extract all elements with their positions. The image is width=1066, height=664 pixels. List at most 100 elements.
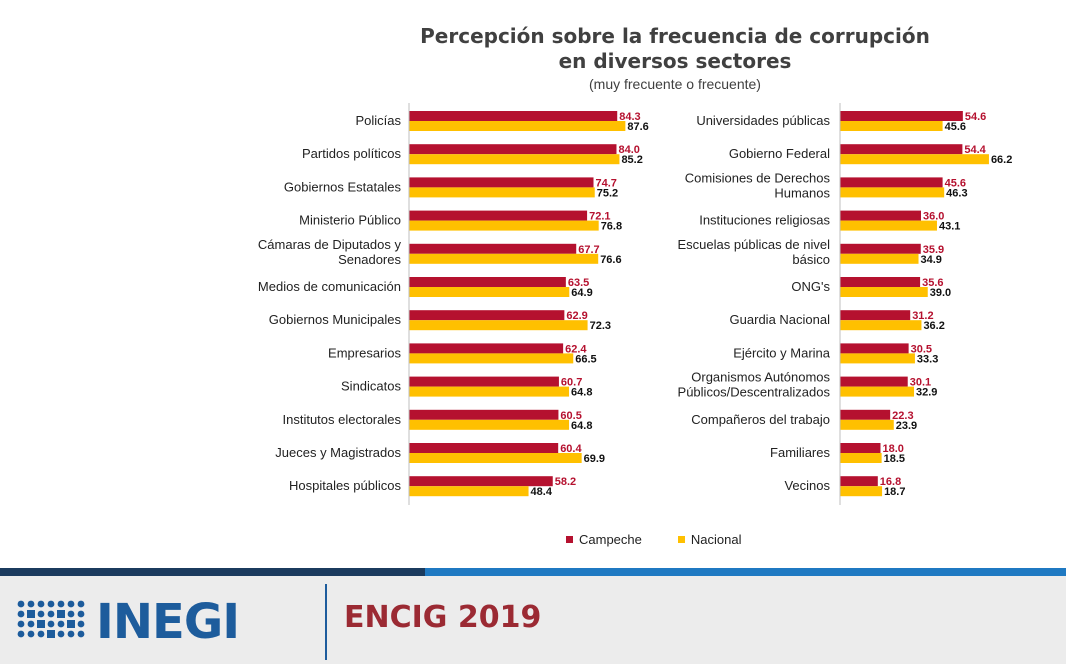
data-label-nacional: 43.1 [939, 221, 960, 233]
bar-campeche [840, 343, 909, 354]
bar-nacional [409, 486, 529, 497]
data-label-campeche: 45.6 [945, 177, 966, 189]
bar-campeche [840, 243, 921, 254]
data-label-nacional: 18.5 [884, 453, 905, 465]
data-label-campeche: 30.5 [911, 343, 932, 355]
data-label-campeche: 72.1 [589, 211, 610, 223]
category-label: Comisiones de Derechos Humanos [685, 170, 831, 200]
data-label-campeche: 54.4 [964, 144, 986, 156]
bar-nacional [840, 453, 882, 463]
bar-campeche [409, 277, 566, 287]
category-label: Empresarios [328, 345, 401, 360]
data-label-campeche: 58.2 [555, 476, 576, 488]
data-label-campeche: 54.6 [965, 111, 986, 123]
data-label-campeche: 30.1 [910, 377, 931, 389]
category-label: Ministerio Público [299, 213, 401, 228]
data-label-nacional: 75.2 [597, 187, 618, 199]
bar-nacional [840, 353, 915, 364]
category-label: Universidades públicas [696, 113, 830, 128]
data-label-nacional: 48.4 [531, 486, 553, 498]
data-label-nacional: 76.8 [601, 221, 622, 233]
legend: Campeche Nacional [566, 532, 777, 547]
bar-nacional [409, 353, 574, 364]
category-label: Policías [355, 113, 401, 128]
footer-band-dark [0, 568, 425, 576]
data-label-campeche: 35.6 [922, 277, 943, 289]
survey-name: ENCIG 2019 [344, 600, 542, 635]
data-label-nacional: 34.9 [921, 254, 942, 266]
data-label-campeche: 67.7 [578, 244, 599, 256]
bar-nacional [409, 253, 599, 264]
data-label-campeche: 84.3 [619, 111, 640, 123]
bar-nacional [840, 320, 922, 331]
chart-subtitle: (muy frecuente o frecuente) [589, 76, 761, 92]
data-label-nacional: 23.9 [896, 420, 917, 432]
data-label-nacional: 76.6 [600, 254, 621, 266]
legend-swatch-campeche [566, 536, 573, 543]
bar-campeche [409, 210, 588, 221]
bar-nacional [840, 154, 989, 165]
legend-item-campeche: Campeche [566, 532, 642, 547]
bar-nacional [840, 486, 883, 497]
bar-campeche [409, 376, 559, 387]
data-label-nacional: 72.3 [590, 320, 611, 332]
data-label-nacional: 18.7 [884, 486, 905, 498]
data-label-nacional: 39.0 [930, 287, 951, 299]
data-label-nacional: 66.2 [991, 154, 1012, 166]
category-label: Hospitales públicos [289, 478, 402, 493]
bar-nacional [409, 386, 570, 397]
footer-divider [325, 584, 327, 660]
data-label-campeche: 35.9 [923, 244, 944, 256]
category-label: Organismos Autónomos Públicos/Descentrali… [678, 370, 831, 400]
category-label: Sindicatos [341, 379, 401, 394]
category-label: Gobiernos Estatales [284, 179, 402, 194]
category-label: Ejército y Marina [733, 345, 831, 360]
bar-nacional [840, 220, 937, 231]
footer [0, 576, 1066, 664]
data-label-campeche: 62.9 [566, 310, 587, 322]
category-label: ONG's [791, 279, 830, 294]
bar-nacional [409, 419, 570, 430]
bar-nacional [840, 287, 928, 297]
category-label: Familiares [770, 445, 830, 460]
bar-campeche [409, 310, 565, 321]
category-label: Partidos políticos [302, 146, 401, 161]
chart-title: Percepción sobre la frecuencia de corrup… [0, 24, 1066, 74]
data-label-campeche: 60.7 [561, 377, 582, 389]
data-label-nacional: 33.3 [917, 353, 938, 365]
legend-label-campeche: Campeche [579, 532, 642, 547]
data-label-nacional: 36.2 [923, 320, 944, 332]
bar-campeche [409, 177, 594, 188]
bar-campeche [840, 277, 921, 287]
inegi-wordmark: INEGI [96, 594, 240, 650]
bar-campeche [840, 476, 878, 487]
data-label-campeche: 62.4 [565, 343, 587, 355]
bar-campeche [409, 343, 564, 354]
data-label-nacional: 32.9 [916, 387, 937, 399]
title-line-1: Percepción sobre la frecuencia de corrup… [420, 24, 930, 48]
data-label-campeche: 18.0 [883, 443, 904, 455]
bar-campeche [840, 177, 943, 188]
bar-charts: Policías 84.387.6 Partidos políticos 84.085… [258, 103, 1012, 505]
data-label-campeche: 60.5 [560, 410, 581, 422]
category-label: Escuelas públicas de nivel básico [678, 237, 831, 267]
bar-campeche [840, 111, 963, 121]
category-label: Compañeros del trabajo [691, 412, 830, 427]
data-label-campeche: 60.4 [560, 443, 582, 455]
bar-campeche [840, 376, 908, 387]
legend-swatch-nacional [677, 536, 685, 543]
bar-nacional [409, 287, 570, 297]
bar-nacional [409, 187, 595, 198]
bar-campeche [840, 443, 881, 453]
data-label-nacional: 69.9 [584, 453, 605, 465]
bar-nacional [840, 121, 943, 131]
category-label: Vecinos [784, 478, 830, 493]
inegi-logo: INEGI [16, 594, 240, 650]
bar-nacional [840, 386, 915, 397]
bar-campeche [409, 409, 559, 420]
data-label-nacional: 87.6 [627, 121, 648, 133]
bar-nacional [840, 419, 894, 430]
data-label-nacional: 46.3 [946, 187, 967, 199]
bar-nacional [409, 320, 588, 331]
bar-nacional [409, 154, 620, 165]
